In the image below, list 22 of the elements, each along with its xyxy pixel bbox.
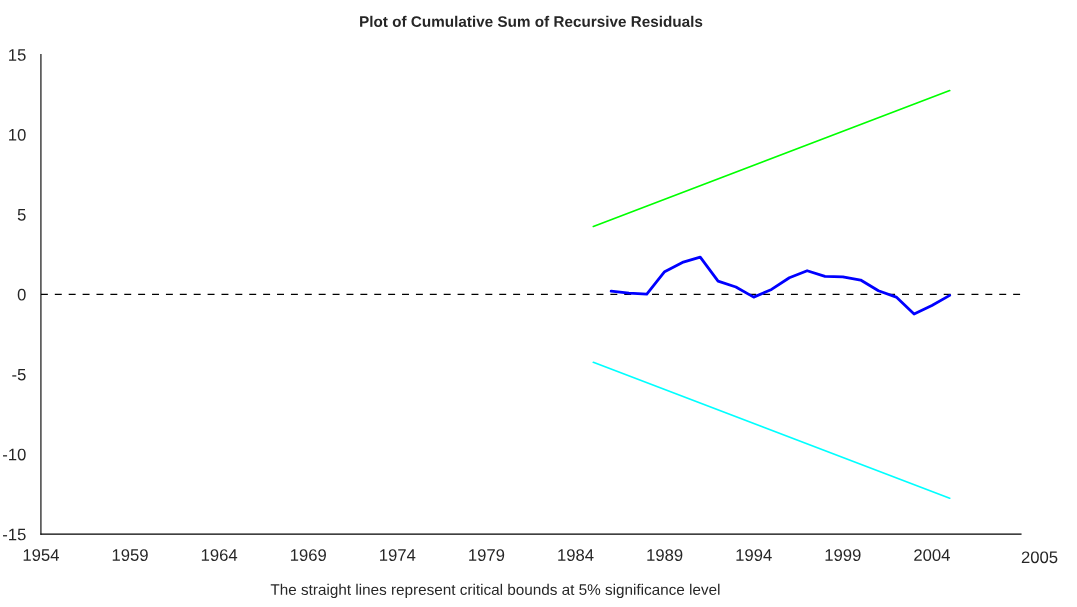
chart-title: Plot of Cumulative Sum of Recursive Residuals xyxy=(360,15,703,27)
x-tick-label: 1994 xyxy=(736,549,772,561)
x-tick-label: 1964 xyxy=(201,549,238,561)
text: 2005 xyxy=(1021,551,1058,564)
y-tick-label: 5 xyxy=(17,209,26,221)
x-tick-label: 1984 xyxy=(558,549,594,561)
y-tick-label: 15 xyxy=(9,49,26,61)
line-series xyxy=(609,255,952,316)
x-tick-label: 1959 xyxy=(112,549,148,561)
y-tick-label: -10 xyxy=(3,448,26,461)
y-tick-label: -5 xyxy=(12,368,26,381)
x-tick-label: 1974 xyxy=(380,549,416,561)
y-tick-label: 10 xyxy=(9,128,26,141)
text: The straight lines represent critical bounds at 5% significance level xyxy=(270,583,720,599)
x-tick-label: 1954 xyxy=(23,549,59,561)
x-tick-label: 1979 xyxy=(469,549,505,561)
y-tick-label: -15 xyxy=(3,528,26,541)
y-tick-label: 0 xyxy=(17,288,26,301)
x-tick-label: 2004 xyxy=(914,549,950,561)
x-tick-label: 1969 xyxy=(290,549,326,561)
x-tick-label: 1999 xyxy=(825,549,861,561)
x-tick-label: 1989 xyxy=(647,549,683,561)
